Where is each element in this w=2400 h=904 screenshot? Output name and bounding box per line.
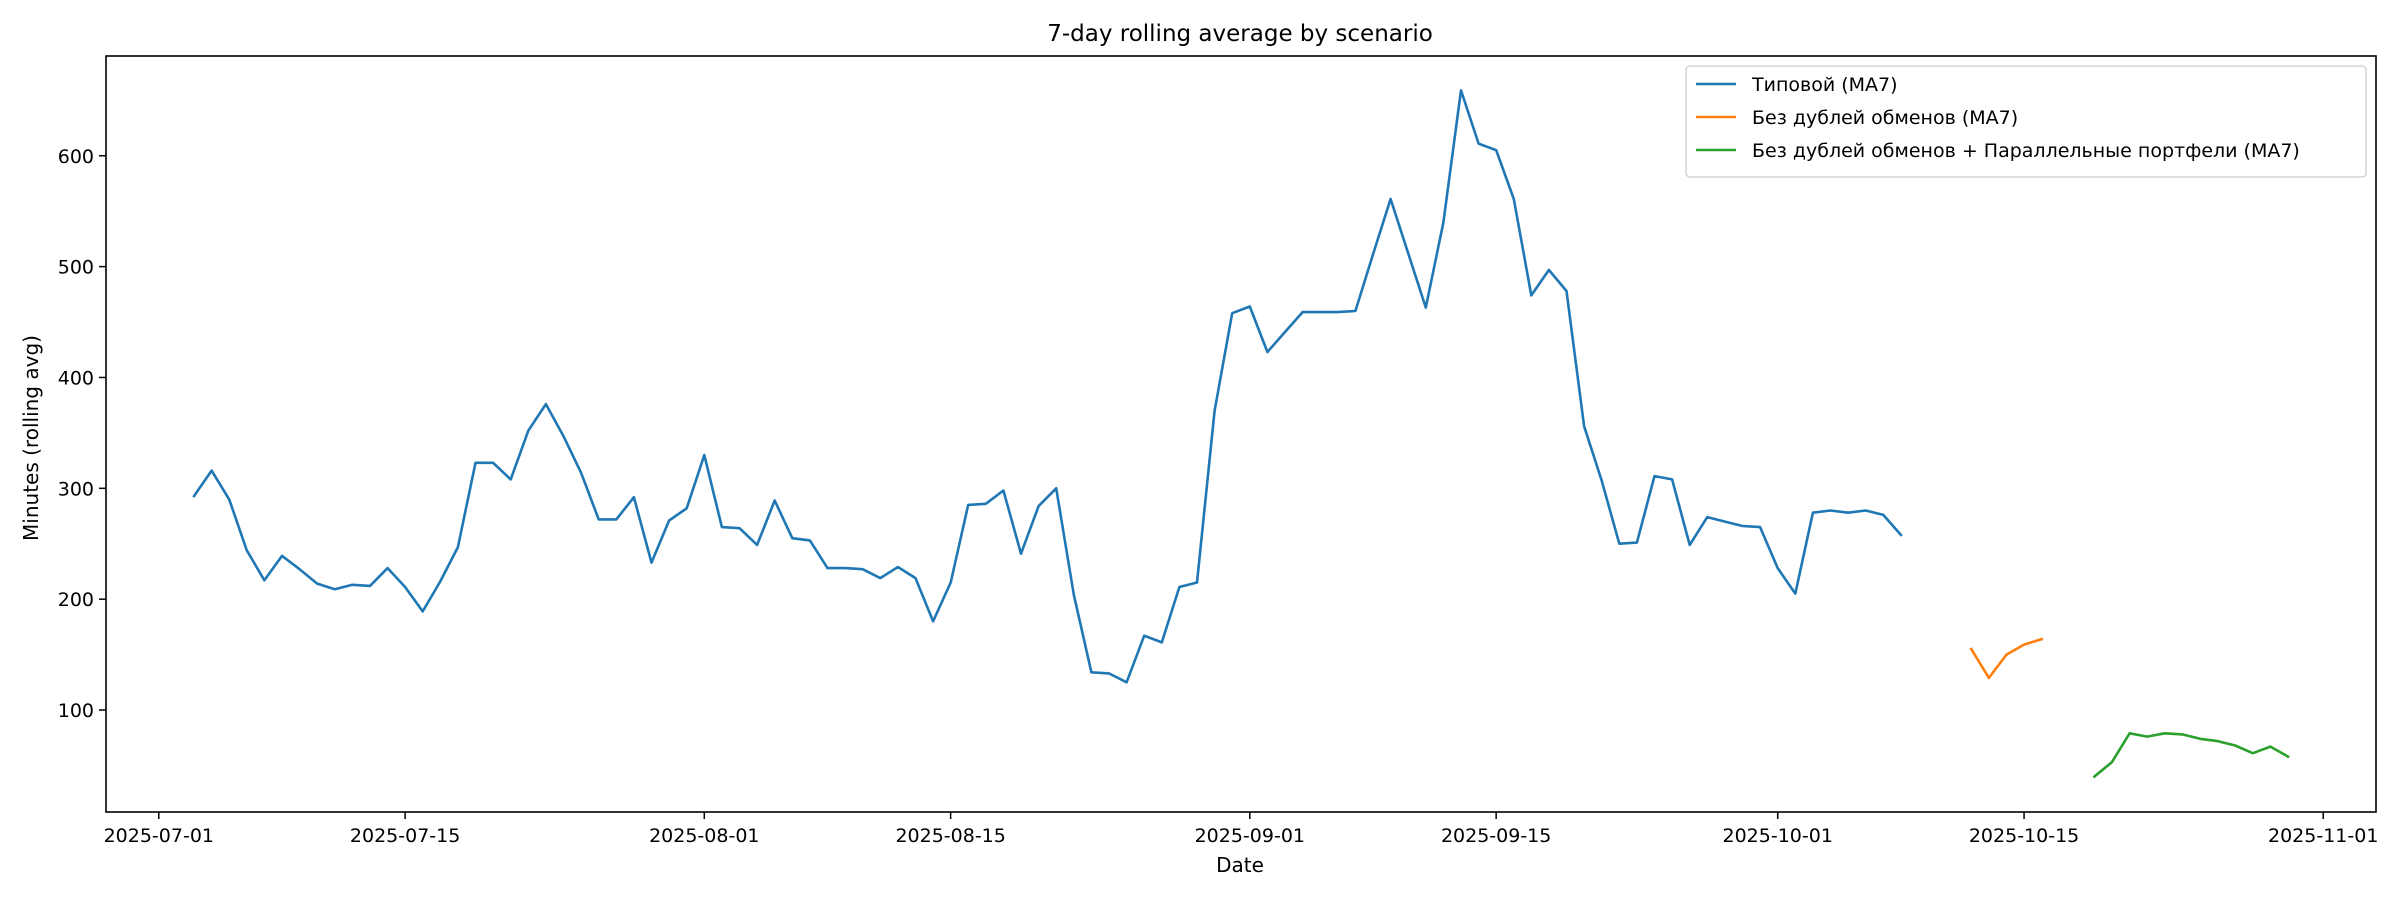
x-axis: 2025-07-01 2025-07-15 2025-08-01 2025-08-15… [104, 812, 2378, 847]
legend-label-2: Без дублей обменов (MA7) [1752, 107, 2018, 129]
x-tick-label: 2025-08-15 [895, 825, 1005, 847]
x-tick-label: 2025-09-15 [1441, 825, 1551, 847]
y-tick-label: 600 [58, 146, 94, 168]
legend-box [1685, 65, 2367, 178]
series-line-1 [192, 89, 1903, 684]
x-axis-label: Date [1216, 853, 1264, 877]
chart-title: 7-day rolling average by scenario [1047, 21, 1433, 47]
y-tick-label: 100 [58, 700, 94, 722]
plot-area [105, 55, 2377, 813]
y-tick-label: 200 [58, 589, 94, 611]
y-tick-label: 300 [58, 478, 94, 500]
series-line-2 [1969, 637, 2044, 680]
y-axis: 100 200 300 400 500 600 [58, 146, 106, 722]
x-tick-label: 2025-09-01 [1195, 825, 1305, 847]
x-tick-label: 2025-07-01 [104, 825, 214, 847]
x-tick-label: 2025-07-15 [350, 825, 460, 847]
legend: Типовой (MA7) Без дублей обменов (MA7) Без… [1685, 65, 2367, 178]
series-line-3 [2092, 731, 2290, 779]
legend-label-1: Типовой (MA7) [1751, 74, 1898, 96]
x-tick-label: 2025-10-01 [1722, 825, 1832, 847]
legend-label-3: Без дублей обменов + Параллельные портфе… [1752, 140, 2300, 162]
x-tick-label: 2025-11-01 [2268, 825, 2378, 847]
y-tick-label: 400 [58, 367, 94, 389]
plot-frame [105, 55, 2377, 813]
x-tick-label: 2025-08-01 [649, 825, 759, 847]
x-tick-label: 2025-10-15 [1969, 825, 2079, 847]
y-tick-label: 500 [58, 257, 94, 279]
y-axis-label: Minutes (rolling avg) [19, 335, 43, 541]
